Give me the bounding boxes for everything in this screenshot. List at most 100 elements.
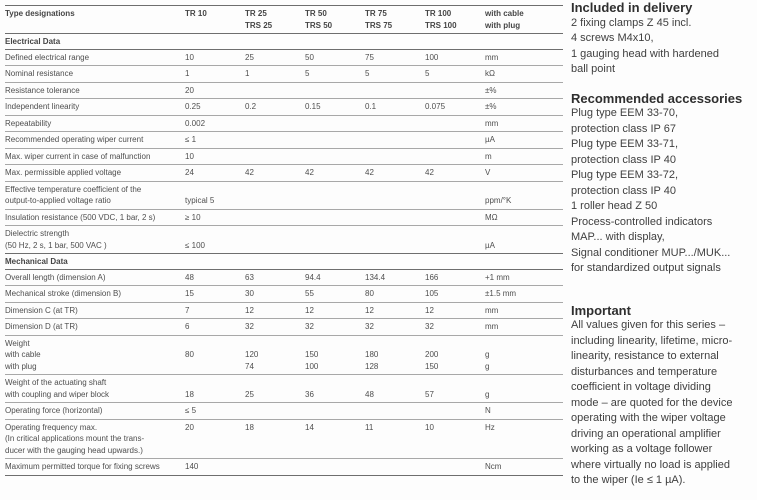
value-cell <box>365 147 425 165</box>
section-title: Mechanical Data <box>5 253 563 270</box>
sidebar-section-title: Included in delivery <box>571 0 693 15</box>
value-cell: ≤ 100 <box>185 225 245 254</box>
unit-cell: mm <box>485 301 563 319</box>
section-title: Electrical Data <box>5 33 563 50</box>
table-row: Nominal resistance 1 1 5 5 5 kΩ <box>5 65 563 82</box>
value-cell <box>365 458 425 476</box>
unit-cell: V <box>485 164 563 181</box>
value-cell: 15 <box>185 285 245 302</box>
value-cell: 32 <box>245 318 305 335</box>
row-label: Weight with cable with plug <box>5 334 185 375</box>
value-cell <box>305 81 365 99</box>
value-cell <box>305 147 365 165</box>
row-label: Type designations <box>5 5 185 34</box>
value-cell <box>365 114 425 132</box>
value-cell <box>305 180 365 209</box>
row-label: Dimension C (at TR) <box>5 301 185 319</box>
value-cell: 180 128 <box>365 334 425 375</box>
value-cell: 50 <box>305 48 365 66</box>
unit-cell: µA <box>485 225 563 254</box>
table-row: Operating frequency max. (In critical ap… <box>5 418 563 459</box>
value-cell: 25 <box>245 374 305 403</box>
value-cell <box>305 131 365 148</box>
value-cell <box>425 81 485 99</box>
value-cell <box>245 81 305 99</box>
value-cell: 42 <box>425 164 485 181</box>
row-label: Resistance tolerance <box>5 81 185 99</box>
value-cell <box>425 180 485 209</box>
unit-cell: mm <box>485 114 563 132</box>
value-cell: 32 <box>425 318 485 335</box>
unit-cell: m <box>485 147 563 165</box>
value-cell: 25 <box>245 48 305 66</box>
row-label: Operating force (horizontal) <box>5 402 185 419</box>
sidebar-section-title: Important <box>571 302 631 318</box>
value-cell: 10 <box>185 147 245 165</box>
value-cell: 18 <box>185 374 245 403</box>
section-row: Electrical Data <box>5 33 563 50</box>
value-cell: ≥ 10 <box>185 208 245 226</box>
value-cell <box>425 131 485 148</box>
table-row: Effective temperature coefficient of the… <box>5 180 563 209</box>
value-cell <box>245 458 305 476</box>
row-label: Nominal resistance <box>5 65 185 82</box>
row-label: Maximum permitted torque for fixing scre… <box>5 458 185 476</box>
table-row: Mechanical stroke (dimension B) 15 30 55 80 1… <box>5 285 563 302</box>
value-cell <box>245 180 305 209</box>
value-cell: 0.25 <box>185 98 245 115</box>
value-cell: 12 <box>305 301 365 319</box>
value-cell <box>245 131 305 148</box>
value-cell: 150 100 <box>305 334 365 375</box>
value-cell <box>365 180 425 209</box>
value-cell <box>305 114 365 132</box>
value-cell: typical 5 <box>185 180 245 209</box>
row-label: Dielectric strength (50 Hz, 2 s, 1 bar, … <box>5 225 185 254</box>
value-cell: 0.15 <box>305 98 365 115</box>
row-label: Recommended operating wiper current <box>5 131 185 148</box>
value-cell <box>245 114 305 132</box>
sidebar-section: Included in delivery 2 fixing clamps Z 45… <box>571 0 757 78</box>
table-row: Weight with cable with plug 80 120 74 15… <box>5 334 563 375</box>
table-row: Max. wiper current in case of malfunctio… <box>5 147 563 165</box>
value-cell: 48 <box>185 268 245 286</box>
table-row: Operating force (horizontal) ≤ 5 N <box>5 402 563 419</box>
row-label: Mechanical stroke (dimension B) <box>5 285 185 302</box>
value-cell: TR 100 TRS 100 <box>425 5 485 34</box>
value-cell: 134.4 <box>365 268 425 286</box>
sidebar-section-text: Plug type EEM 33-70, protection class IP… <box>571 107 731 274</box>
value-cell: 5 <box>365 65 425 82</box>
value-cell: 80 <box>185 334 245 375</box>
value-cell <box>425 147 485 165</box>
value-cell: 48 <box>365 374 425 403</box>
value-cell <box>425 402 485 419</box>
value-cell: 200 150 <box>425 334 485 375</box>
spec-table: Type designations TR 10 TR 25 TRS 25 TR 50 … <box>5 5 563 476</box>
unit-cell: ±1.5 mm <box>485 285 563 302</box>
value-cell: 0.1 <box>365 98 425 115</box>
value-cell: 42 <box>245 164 305 181</box>
table-row: Maximum permitted torque for fixing scre… <box>5 458 563 476</box>
unit-cell: µA <box>485 131 563 148</box>
value-cell: 1 <box>245 65 305 82</box>
value-cell: 32 <box>305 318 365 335</box>
table-row: Overall length (dimension A) 48 63 94.4 134.… <box>5 268 563 286</box>
value-cell <box>245 225 305 254</box>
value-cell <box>245 147 305 165</box>
value-cell: 10 <box>425 418 485 459</box>
section-row: Mechanical Data <box>5 253 563 270</box>
value-cell: 5 <box>425 65 485 82</box>
unit-cell: with cable with plug <box>485 5 563 34</box>
unit-cell: Hz <box>485 418 563 459</box>
value-cell: TR 10 <box>185 5 245 34</box>
value-cell: 30 <box>245 285 305 302</box>
value-cell <box>425 114 485 132</box>
value-cell: 18 <box>245 418 305 459</box>
value-cell: 105 <box>425 285 485 302</box>
value-cell <box>365 208 425 226</box>
value-cell <box>365 225 425 254</box>
value-cell: 32 <box>365 318 425 335</box>
value-cell <box>305 458 365 476</box>
row-label: Insulation resistance (500 VDC, 1 bar, 2… <box>5 208 185 226</box>
value-cell <box>365 131 425 148</box>
